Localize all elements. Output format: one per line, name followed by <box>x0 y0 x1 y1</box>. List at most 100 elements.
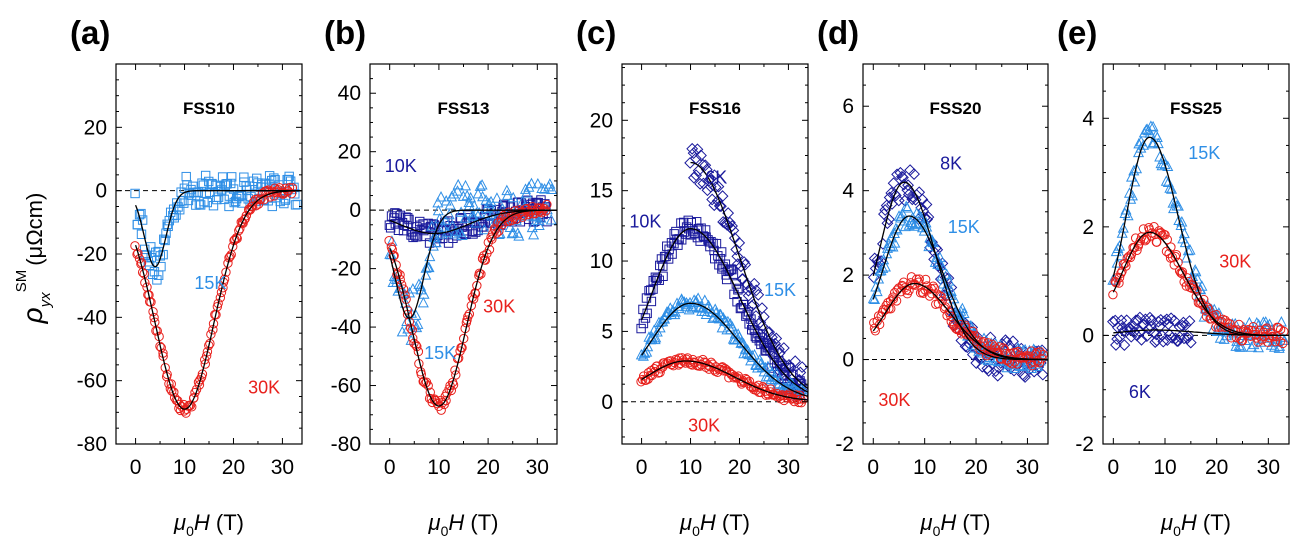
data-point <box>658 261 668 271</box>
fit-curves <box>1112 136 1289 337</box>
data-point <box>269 173 279 183</box>
y-axis-label: ρyx SM (μΩcm) <box>13 193 54 325</box>
y-tick-label: -40 <box>331 316 361 339</box>
panel-title: FSS16 <box>689 99 741 118</box>
data-point <box>639 347 651 358</box>
data-point <box>428 219 438 229</box>
data-point <box>998 343 1009 353</box>
data-point <box>478 223 490 235</box>
data-point <box>465 191 477 203</box>
data-point <box>1140 235 1150 246</box>
data-point <box>1111 333 1124 346</box>
data-point <box>1278 338 1288 349</box>
data-point <box>162 219 172 229</box>
data-point <box>1124 251 1134 262</box>
y-tick-label: -20 <box>331 258 361 281</box>
fit-curve <box>872 282 1048 361</box>
ylabel-symbol: ρ <box>17 307 48 324</box>
data-point <box>1129 314 1142 327</box>
data-point <box>404 214 414 225</box>
fit-curve <box>641 360 808 401</box>
xlabel-symbol: μ <box>1160 510 1173 535</box>
data-point <box>186 184 196 195</box>
y-tick-label: -80 <box>331 433 361 456</box>
data-point <box>1146 137 1158 149</box>
xlabel-unit: (T) <box>716 510 750 535</box>
data-point <box>455 206 467 217</box>
temperature-label: 15K <box>424 343 456 363</box>
data-point <box>655 260 665 271</box>
data-point <box>213 298 223 309</box>
data-point <box>1268 332 1278 342</box>
data-point <box>177 196 187 206</box>
data-point <box>901 202 913 213</box>
x-tick-label: 30 <box>271 456 294 479</box>
data-point <box>716 321 728 333</box>
data-point <box>221 267 231 277</box>
data-point <box>1262 323 1272 333</box>
data-point <box>715 200 727 213</box>
data-point <box>729 371 739 381</box>
data-point <box>432 204 444 216</box>
xlabel-symbol: μ <box>173 510 186 535</box>
data-point <box>669 308 681 320</box>
data-point <box>691 143 704 156</box>
data-point <box>284 182 295 193</box>
data-point <box>706 193 719 206</box>
data-point <box>1182 329 1195 342</box>
data-point <box>1218 333 1230 344</box>
data-point <box>412 318 424 329</box>
data-point <box>713 200 726 212</box>
data-point <box>990 337 1002 349</box>
data-point <box>872 256 885 269</box>
fit-curve <box>641 302 808 397</box>
data-point <box>545 214 557 225</box>
temperature-label: 10K <box>629 211 661 231</box>
data-point <box>483 197 495 208</box>
y-tick-label: 20 <box>84 116 107 139</box>
data-point <box>1221 329 1233 341</box>
data-point <box>457 190 469 201</box>
data-point <box>255 194 265 205</box>
data-point <box>169 392 180 403</box>
data-point <box>1223 323 1235 334</box>
data-point <box>204 340 214 351</box>
data-point <box>695 149 707 162</box>
fit-curves <box>872 181 1048 361</box>
data-point <box>496 217 506 228</box>
data-point <box>284 171 294 182</box>
data-point <box>191 187 201 198</box>
data-point <box>506 227 518 239</box>
data-point <box>733 236 746 249</box>
data-point <box>1179 319 1192 332</box>
data-point <box>1229 317 1241 329</box>
data-point <box>426 220 438 231</box>
data-point <box>1196 280 1208 291</box>
data-point <box>1114 272 1125 283</box>
data-point <box>162 369 172 380</box>
data-point <box>1125 330 1138 343</box>
data-point <box>390 208 400 218</box>
data-point <box>701 184 714 197</box>
y-tick-label: 4 <box>1082 107 1094 130</box>
fit-curve <box>389 209 557 319</box>
y-tick-label: 0 <box>601 391 613 414</box>
data-point <box>777 342 790 354</box>
panel-letter: (e) <box>1057 14 1097 51</box>
ylabel-sub: yx <box>37 292 54 309</box>
xlabel-var: H <box>1181 510 1197 535</box>
data-point <box>722 315 734 327</box>
data-point <box>645 285 656 295</box>
data-point <box>1270 337 1281 347</box>
data-point <box>181 171 191 182</box>
x-axis-label: μ0H (T) <box>679 510 750 539</box>
xlabel-sub: 0 <box>441 523 449 539</box>
y-tick-label: -40 <box>77 306 107 329</box>
data-point <box>921 274 931 285</box>
data-point <box>228 184 239 194</box>
data-point <box>967 331 977 341</box>
data-point <box>213 192 224 202</box>
data-point <box>889 189 902 202</box>
data-point <box>683 303 695 315</box>
data-point <box>459 333 469 344</box>
